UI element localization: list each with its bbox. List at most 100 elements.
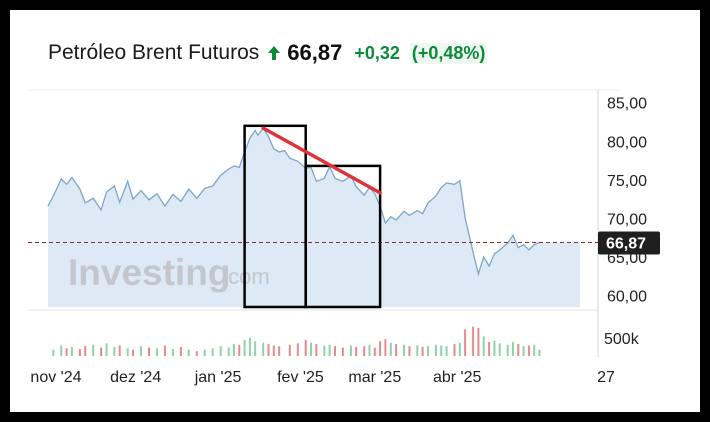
volume-bar [267, 344, 270, 356]
volume-bar [328, 344, 331, 356]
x-tick-label: mar '25 [348, 369, 401, 386]
volume-bar [84, 346, 87, 356]
volume-bar [538, 349, 541, 356]
y-tick-label: 85,00 [607, 96, 647, 113]
volume-bar [379, 341, 382, 356]
volume-bars [52, 326, 541, 356]
volume-bar [238, 344, 241, 356]
volume-bar [195, 351, 198, 356]
volume-bar [517, 344, 520, 356]
volume-bar [211, 348, 214, 356]
volume-bar [132, 349, 134, 356]
price-change-percent: (+0,48%) [409, 42, 488, 64]
volume-bar [440, 345, 443, 356]
volume-bar [243, 339, 246, 356]
instrument-title[interactable]: Petróleo Brent Futuros [48, 41, 260, 64]
volume-bar [227, 347, 230, 356]
price-area-fill [48, 128, 580, 307]
volume-bar [113, 346, 116, 356]
volume-bar [488, 342, 491, 356]
volume-bar [349, 345, 352, 356]
volume-bar [315, 344, 318, 356]
x-tick-label: abr '25 [433, 369, 482, 386]
volume-bar [464, 329, 467, 356]
volume-bar [288, 344, 291, 356]
volume-bar [296, 343, 299, 356]
volume-bar [100, 347, 103, 356]
volume-bar [219, 346, 222, 356]
volume-bar [92, 344, 95, 356]
volume-bar [445, 346, 448, 356]
volume-bar [453, 344, 456, 356]
volume-bar [254, 341, 257, 356]
volume-bar [155, 348, 158, 356]
volume-bar [355, 346, 358, 356]
volume-bar [233, 344, 235, 356]
time-axis: nov '24 dez '24 jan '25 fev '25 mar '25 abr '… [30, 369, 615, 386]
volume-bar [527, 345, 530, 356]
volume-bar [60, 345, 63, 356]
x-tick-label: 27 [597, 369, 615, 386]
volume-bar [105, 343, 108, 356]
y-tick-label: 60,00 [607, 288, 647, 305]
x-tick-label: nov '24 [30, 369, 81, 386]
volume-bar [334, 346, 336, 356]
volume-bar [472, 326, 475, 356]
volume-bar [427, 346, 429, 356]
volume-bar [493, 340, 496, 356]
volume-bar [323, 345, 326, 356]
last-price-tag [598, 231, 660, 255]
volume-bar [421, 346, 424, 356]
volume-bar [163, 345, 166, 356]
volume-bar [363, 346, 366, 356]
x-tick-label: dez '24 [110, 369, 161, 386]
price-change: +0,32 [354, 42, 400, 63]
x-tick-label: jan '25 [194, 369, 242, 386]
volume-bar [171, 349, 174, 356]
annotation-box [304, 164, 382, 309]
x-tick-label: fev '25 [277, 369, 324, 386]
volume-bar [65, 348, 68, 356]
volume-bar [384, 339, 387, 356]
volume-bar [458, 342, 461, 356]
volume-bar [368, 344, 371, 356]
watermark-brand: Investing [68, 252, 230, 293]
volume-bar [533, 344, 536, 356]
volume-bar [498, 343, 501, 356]
volume-bar [126, 348, 129, 356]
last-price: 66,87 [287, 40, 343, 65]
arrow-up-icon [268, 46, 281, 60]
volume-bar [341, 347, 344, 356]
volume-bar [52, 349, 55, 356]
last-price-tag-label: 66,87 [606, 235, 646, 252]
volume-bar [434, 344, 437, 356]
volume-bar [408, 346, 411, 356]
volume-bar [203, 349, 206, 356]
volume-bar [373, 347, 376, 356]
volume-bar [403, 344, 405, 356]
volume-bar [310, 342, 312, 356]
volume-bar [118, 345, 121, 356]
volume-axis-label: 500k [604, 331, 640, 348]
volume-bar [304, 339, 307, 356]
volume-bar [187, 349, 190, 356]
volume-bar [262, 342, 265, 356]
volume-bar [395, 344, 398, 356]
volume-bar [482, 336, 485, 356]
volume-bar [78, 349, 81, 356]
y-tick-label: 80,00 [607, 134, 647, 151]
volume-bar [506, 344, 509, 356]
red-trendline[interactable] [261, 126, 382, 195]
volume-bar [179, 346, 182, 356]
volume-bar [248, 337, 251, 356]
volume-bar [148, 347, 150, 356]
volume-bar [140, 346, 142, 356]
annotation-boxes [243, 124, 382, 309]
volume-bar [389, 342, 392, 356]
volume-bar [272, 345, 275, 356]
volume-bar [522, 346, 525, 356]
volume-bar [512, 342, 514, 356]
